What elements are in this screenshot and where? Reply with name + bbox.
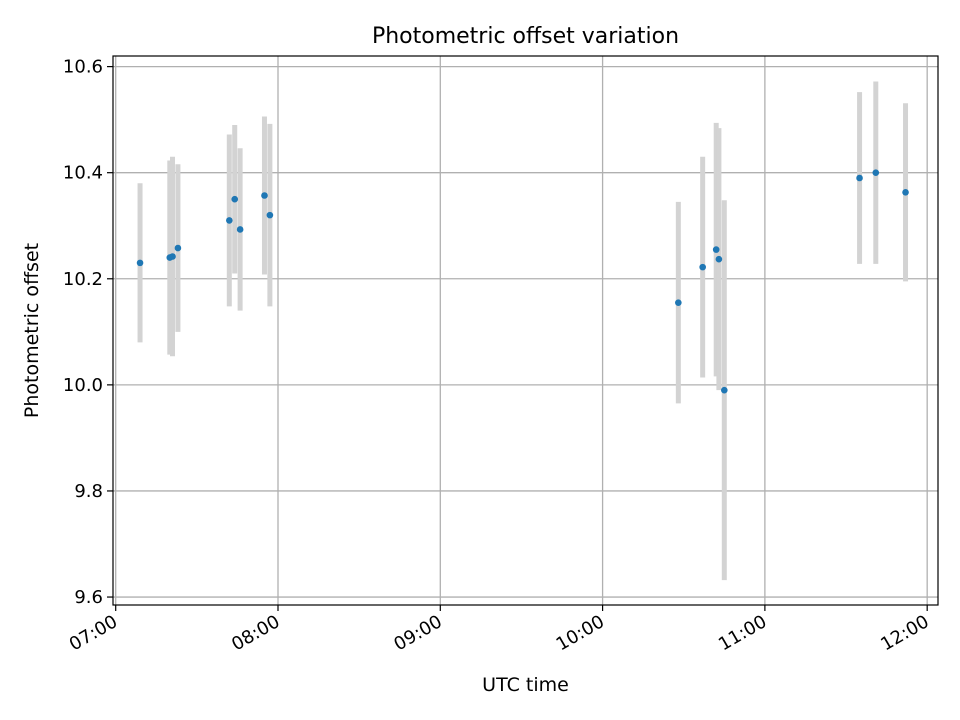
y-tick-label: 10.6 bbox=[63, 57, 103, 78]
grid-layer bbox=[113, 56, 938, 605]
plot-frame bbox=[112, 55, 939, 606]
x-tick-label: 11:00 bbox=[715, 611, 770, 655]
data-point bbox=[712, 246, 720, 253]
data-point bbox=[856, 174, 863, 182]
data-point bbox=[715, 255, 723, 263]
data-point bbox=[261, 192, 268, 199]
data-point bbox=[675, 299, 682, 306]
data-point bbox=[136, 259, 144, 267]
point-layer bbox=[136, 169, 909, 394]
y-tick-label: 9.8 bbox=[74, 481, 103, 502]
y-tick-label: 10.2 bbox=[63, 269, 103, 290]
y-tick-label: 9.6 bbox=[74, 587, 103, 608]
data-point bbox=[699, 263, 706, 271]
x-tick-label: 09:00 bbox=[390, 611, 445, 655]
data-point bbox=[169, 253, 176, 260]
y-tick-label: 10.0 bbox=[63, 375, 103, 396]
x-tick-label: 12:00 bbox=[877, 611, 932, 655]
data-point bbox=[236, 226, 244, 233]
data-point bbox=[721, 386, 728, 394]
errorbar-layer bbox=[137, 81, 909, 581]
data-point bbox=[266, 211, 274, 219]
x-tick-label: 07:00 bbox=[66, 611, 121, 655]
y-axis-label: Photometric offset bbox=[21, 243, 43, 418]
data-point bbox=[231, 195, 239, 203]
data-point bbox=[872, 169, 880, 176]
chart-title: Photometric offset variation bbox=[372, 24, 679, 49]
x-tick-label: 08:00 bbox=[228, 611, 283, 655]
x-tick-label: 10:00 bbox=[553, 611, 608, 655]
data-point bbox=[226, 217, 233, 224]
data-point bbox=[174, 244, 182, 252]
x-axis-label: UTC time bbox=[482, 674, 569, 696]
y-tick-label: 10.4 bbox=[63, 163, 103, 184]
data-point bbox=[902, 189, 909, 196]
tick-layer: 07:00 08:00 09:00 10:00 11:00 12:00 9.6 9.8 10.0… bbox=[63, 57, 933, 656]
